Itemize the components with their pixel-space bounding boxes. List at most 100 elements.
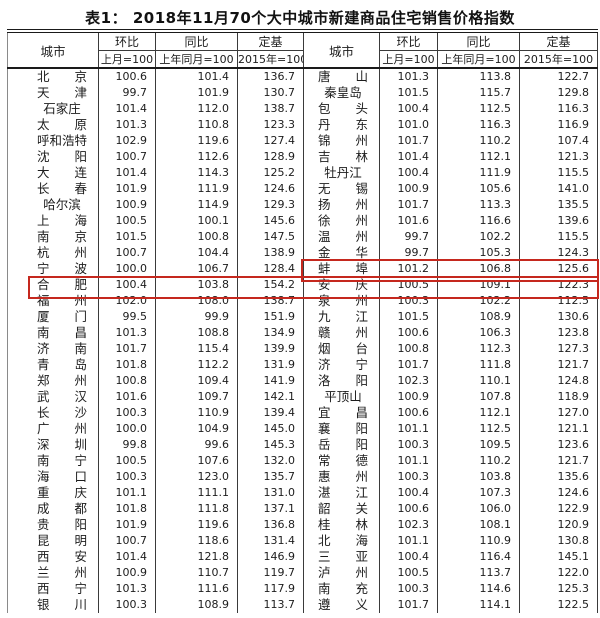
mom-value-cell: 101.7 <box>98 341 156 357</box>
city-cell: 杭州 <box>8 245 99 261</box>
fixed-value-cell: 138.9 <box>237 245 304 261</box>
city-name: 郑州 <box>37 373 87 388</box>
city-cell: 泉州 <box>303 293 380 309</box>
city-name: 烟台 <box>318 341 368 356</box>
fixed-value-cell: 124.8 <box>519 373 598 389</box>
fixed-value-cell: 145.1 <box>519 549 598 565</box>
yoy-value-cell: 99.9 <box>155 309 238 325</box>
yoy-value-cell: 110.8 <box>155 117 238 133</box>
mom-value-cell: 100.8 <box>379 341 438 357</box>
fixed-value-cell: 139.6 <box>519 213 598 229</box>
yoy-value-cell: 114.3 <box>155 165 238 181</box>
mom-value-cell: 100.5 <box>98 213 156 229</box>
table-row: 成都 101.8 111.8 137.1 韶关 100.6 106.0 122.9 <box>8 501 598 517</box>
city-cell: 西安 <box>8 549 99 565</box>
city-name: 广州 <box>37 421 87 436</box>
yoy-value-cell: 113.8 <box>437 68 520 85</box>
fixed-value-cell: 107.4 <box>519 133 598 149</box>
fixed-value-cell: 127.0 <box>519 405 598 421</box>
mom-value-cell: 101.4 <box>98 549 156 565</box>
fixed-value-cell: 130.8 <box>519 533 598 549</box>
mom-value-cell: 101.3 <box>98 581 156 597</box>
yoy-value-cell: 115.4 <box>155 341 238 357</box>
yoy-value-cell: 105.3 <box>437 245 520 261</box>
yoy-value-cell: 112.3 <box>437 341 520 357</box>
fixed-value-cell: 115.5 <box>519 165 598 181</box>
city-name: 深圳 <box>37 437 87 452</box>
table-row: 南宁 100.5 107.6 132.0 常德 101.1 110.2 121.7 <box>8 453 598 469</box>
fixed-value-cell: 124.3 <box>519 245 598 261</box>
mom-value-cell: 101.9 <box>98 181 156 197</box>
fixed-value-cell: 127.4 <box>237 133 304 149</box>
yoy-value-cell: 108.1 <box>437 517 520 533</box>
header-row-labels: 城市 环比 同比 定基 城市 环比 同比 定基 <box>8 31 598 68</box>
yoy-value-cell: 110.7 <box>155 565 238 581</box>
fixed-value-cell: 122.9 <box>519 501 598 517</box>
yoy-value-cell: 118.6 <box>155 533 238 549</box>
fixed-value-cell: 137.1 <box>237 501 304 517</box>
city-cell: 襄阳 <box>303 421 380 437</box>
city-name: 吉林 <box>318 149 368 164</box>
city-name: 昆明 <box>37 533 87 548</box>
table-row: 南昌 101.3 108.8 134.9 赣州 100.6 106.3 123.8 <box>8 325 598 341</box>
city-cell: 昆明 <box>8 533 99 549</box>
table-row: 宁波 100.0 106.7 128.4 蚌埠 101.2 106.8 125.6 <box>8 261 598 277</box>
city-name: 宜昌 <box>318 405 368 420</box>
table-row: 天津 99.7 101.9 130.7 秦皇岛 101.5 115.7 129.8 <box>8 85 598 101</box>
mom-value-cell: 100.4 <box>379 165 438 181</box>
city-name: 南充 <box>318 581 368 596</box>
city-cell: 长沙 <box>8 405 99 421</box>
yoy-value-cell: 112.5 <box>437 101 520 117</box>
fixed-value-cell: 129.3 <box>237 197 304 213</box>
mom-value-cell: 100.5 <box>379 277 438 293</box>
yoy-value-cell: 106.7 <box>155 261 238 277</box>
city-cell: 广州 <box>8 421 99 437</box>
city-name: 唐山 <box>318 69 368 84</box>
city-cell: 蚌埠 <box>303 261 380 277</box>
city-name: 石家庄 <box>43 101 81 116</box>
yoy-value-cell: 121.8 <box>155 549 238 565</box>
yoy-value-cell: 114.9 <box>155 197 238 213</box>
mom-value-cell: 99.8 <box>98 437 156 453</box>
mom-value-cell: 99.7 <box>379 229 438 245</box>
table-row: 长春 101.9 111.9 124.6 无锡 100.9 105.6 141.0 <box>8 181 598 197</box>
yoy-value-cell: 111.1 <box>155 485 238 501</box>
city-cell: 洛阳 <box>303 373 380 389</box>
fixed-value-cell: 115.5 <box>519 229 598 245</box>
city-cell: 南昌 <box>8 325 99 341</box>
yoy-value-cell: 113.3 <box>437 197 520 213</box>
yoy-value-cell: 123.0 <box>155 469 238 485</box>
mom-value-cell: 101.2 <box>379 261 438 277</box>
mom-value-cell: 100.5 <box>379 565 438 581</box>
city-name: 徐州 <box>318 213 368 228</box>
fixed-value-cell: 132.0 <box>237 453 304 469</box>
yoy-value-cell: 119.6 <box>155 133 238 149</box>
yoy-value-cell: 108.9 <box>155 597 238 613</box>
city-name: 宁波 <box>37 261 87 276</box>
city-cell: 太原 <box>8 117 99 133</box>
mom-value-cell: 101.8 <box>98 357 156 373</box>
city-cell: 宁波 <box>8 261 99 277</box>
city-cell: 深圳 <box>8 437 99 453</box>
city-cell: 遵义 <box>303 597 380 613</box>
yoy-value-cell: 101.4 <box>155 68 238 85</box>
table-row: 济南 101.7 115.4 139.9 烟台 100.8 112.3 127.3 <box>8 341 598 357</box>
table-row: 重庆 101.1 111.1 131.0 湛江 100.4 107.3 124.6 <box>8 485 598 501</box>
fixed-value-cell: 141.9 <box>237 373 304 389</box>
fixed-value-cell: 139.4 <box>237 405 304 421</box>
yoy-value-cell: 100.8 <box>155 229 238 245</box>
mom-value-cell: 102.3 <box>379 373 438 389</box>
table-row: 呼和浩特 102.9 119.6 127.4 锦州 101.7 110.2 107.4 <box>8 133 598 149</box>
table-row: 广州 100.0 104.9 145.0 襄阳 101.1 112.5 121.1 <box>8 421 598 437</box>
city-name: 包头 <box>318 101 368 116</box>
mom-value-cell: 102.9 <box>98 133 156 149</box>
city-name: 哈尔滨 <box>43 197 81 212</box>
header-mom-base-left: 上月=100 <box>98 50 156 68</box>
fixed-value-cell: 124.6 <box>237 181 304 197</box>
city-name: 重庆 <box>37 485 87 500</box>
city-cell: 长春 <box>8 181 99 197</box>
yoy-value-cell: 110.1 <box>437 373 520 389</box>
city-cell: 唐山 <box>303 68 380 85</box>
fixed-value-cell: 145.0 <box>237 421 304 437</box>
mom-value-cell: 101.5 <box>379 309 438 325</box>
